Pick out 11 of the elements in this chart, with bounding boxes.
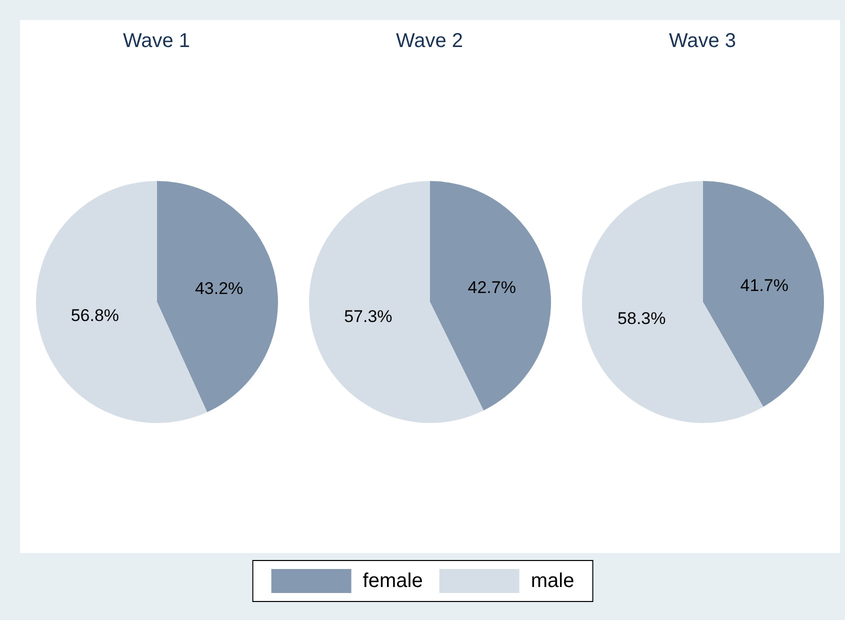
data-label: 42.7% xyxy=(468,278,516,298)
chart-title: Wave 1 xyxy=(122,30,190,52)
chart-title: Wave 2 xyxy=(396,30,464,52)
legend-label: female xyxy=(362,570,423,592)
legend-label: male xyxy=(530,570,574,592)
data-label: 41.7% xyxy=(740,276,788,296)
data-label: 56.8% xyxy=(70,306,120,325)
data-label: 57.3% xyxy=(344,306,392,326)
data-label: 58.3% xyxy=(618,308,666,328)
chart-title: Wave 3 xyxy=(668,30,736,52)
data-label: 43.2% xyxy=(194,279,244,298)
